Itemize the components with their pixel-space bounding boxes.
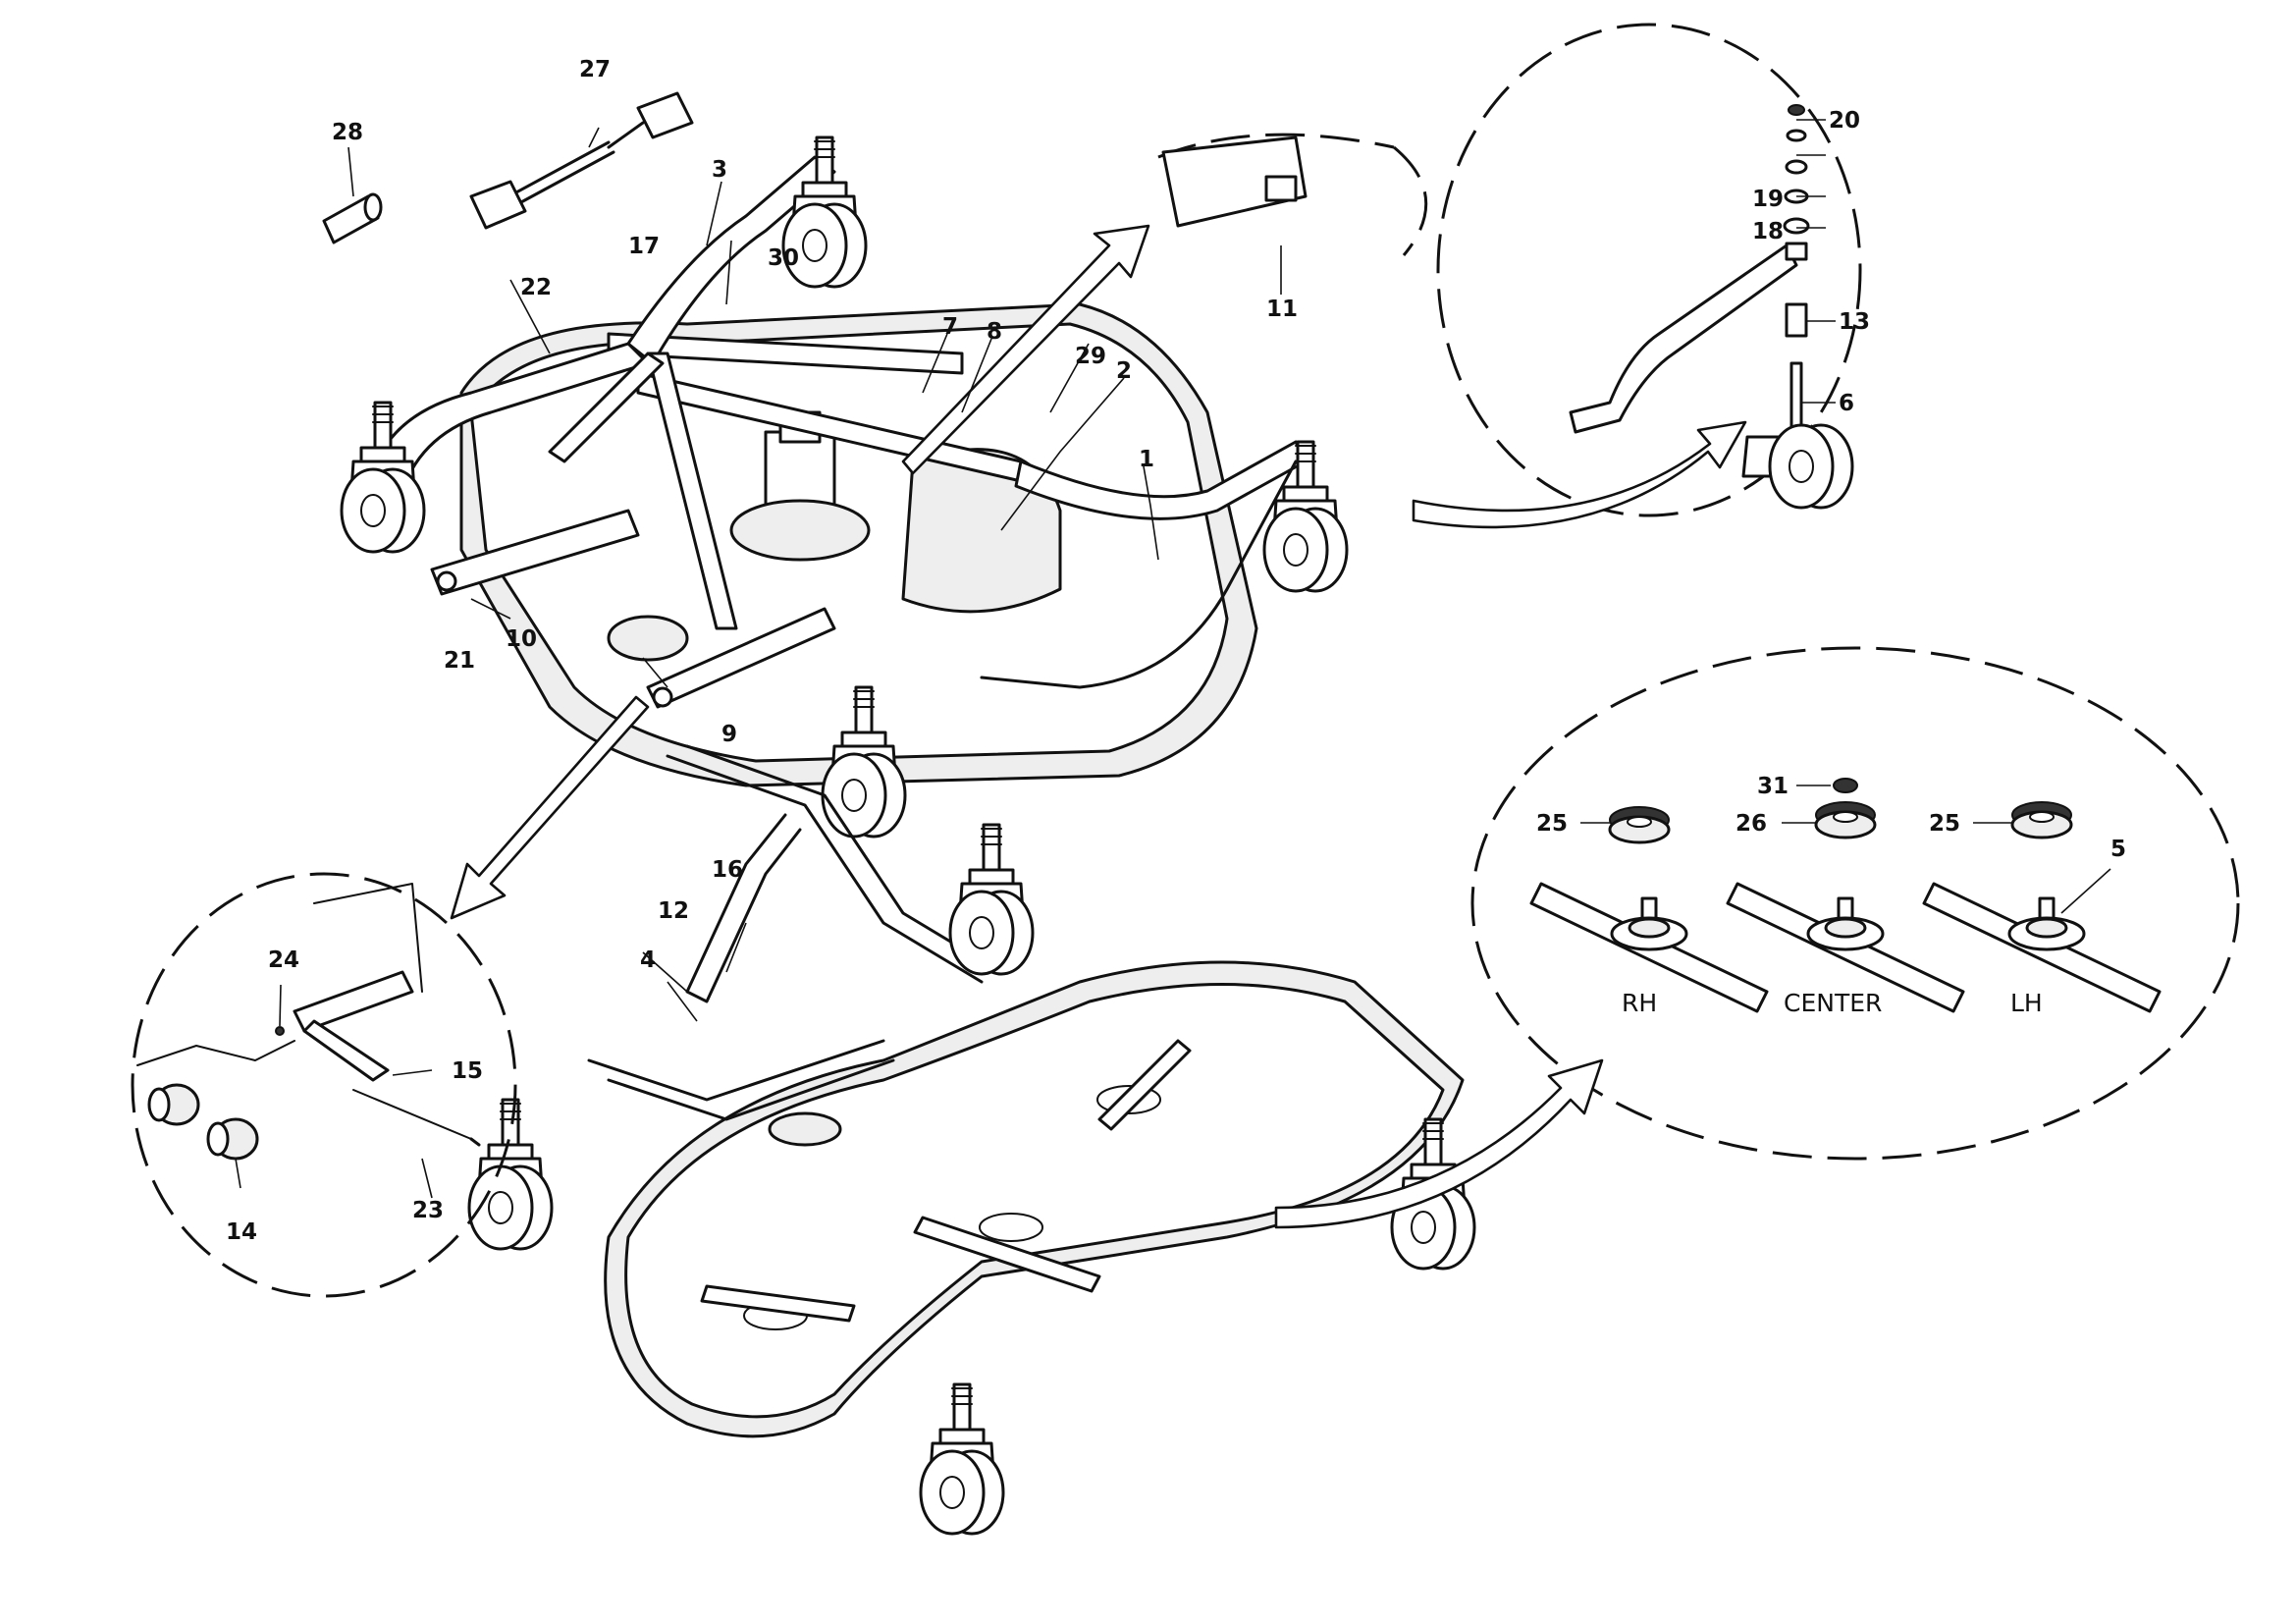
arrow-to-caster-detail xyxy=(1412,420,1747,529)
part-27-drive-shaft xyxy=(469,91,694,230)
label-21: 21 xyxy=(444,648,475,674)
label-24: 24 xyxy=(268,947,299,973)
label-19: 19 xyxy=(1752,187,1784,212)
detail-11-circle xyxy=(1157,133,1428,256)
arrow-to-lift-link-detail xyxy=(450,695,650,920)
label-27: 27 xyxy=(579,57,611,82)
blade-label-lh: LH xyxy=(2010,989,2043,1017)
label-13: 13 xyxy=(1839,309,1870,335)
label-15: 15 xyxy=(452,1058,483,1084)
label-12: 12 xyxy=(658,898,689,924)
label-9: 9 xyxy=(721,722,737,747)
blade-label-rh: RH xyxy=(1622,989,1657,1017)
part-labels: 1 2 3 4 5 6 7 8 9 10 11 12 13 14 15 16 1… xyxy=(226,57,2126,1245)
label-14: 14 xyxy=(226,1219,257,1245)
label-23: 23 xyxy=(412,1198,444,1223)
label-26: 26 xyxy=(1735,811,1767,837)
label-28: 28 xyxy=(332,120,363,145)
label-7: 7 xyxy=(942,314,958,340)
label-20: 20 xyxy=(1829,108,1860,134)
label-2: 2 xyxy=(1116,358,1132,384)
label-11: 11 xyxy=(1266,297,1298,322)
label-10: 10 xyxy=(506,626,537,652)
label-5: 5 xyxy=(2110,837,2126,862)
blade-detail xyxy=(1470,646,2240,1161)
blade-label-center: CENTER xyxy=(1784,989,1882,1017)
label-3: 3 xyxy=(712,157,727,183)
label-18: 18 xyxy=(1752,219,1784,244)
blade-lh xyxy=(1922,882,2162,1013)
label-30: 30 xyxy=(768,245,799,271)
label-6: 6 xyxy=(1839,391,1854,416)
upper-deck-assembly xyxy=(342,137,1347,837)
label-4: 4 xyxy=(640,947,656,973)
label-16: 16 xyxy=(712,857,743,883)
label-25-lh: 25 xyxy=(1929,811,1960,837)
blade-center xyxy=(1726,882,1965,1013)
label-22: 22 xyxy=(520,275,552,300)
label-8: 8 xyxy=(987,319,1002,345)
label-25-rh: 25 xyxy=(1536,811,1568,837)
arrow-to-blade-detail xyxy=(1274,1058,1604,1229)
leader-lines xyxy=(235,119,2111,1199)
caster-detail xyxy=(1436,23,1862,517)
lift-link-detail xyxy=(131,872,517,1298)
label-1: 1 xyxy=(1139,447,1154,472)
label-29: 29 xyxy=(1075,344,1106,369)
lower-deck-assembly xyxy=(469,744,1474,1534)
arrow-to-detail-11 xyxy=(901,224,1150,475)
label-17: 17 xyxy=(628,234,660,259)
label-31: 31 xyxy=(1757,774,1789,799)
blade-rh xyxy=(1529,882,1769,1013)
part-28-sleeve xyxy=(322,192,383,244)
